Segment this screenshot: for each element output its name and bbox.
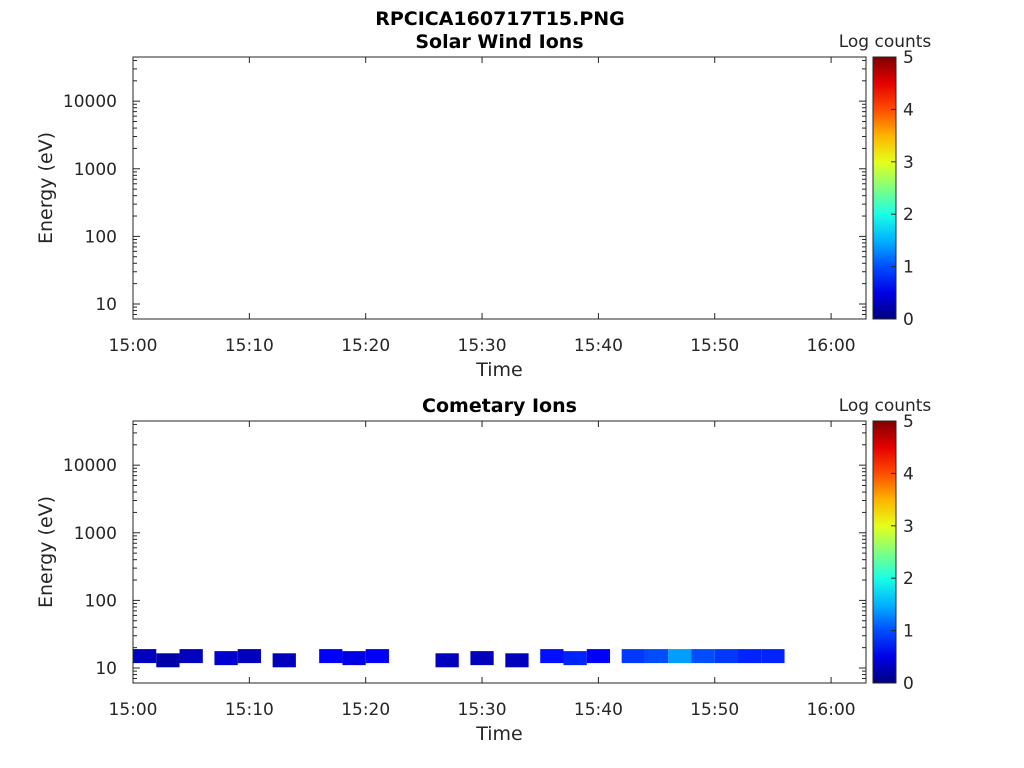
y-tick-label: 1000 [74, 160, 117, 180]
data-cell [342, 651, 366, 666]
panel-title: Solar Wind Ions [415, 31, 583, 53]
data-cell [563, 651, 587, 666]
data-cell [133, 649, 157, 664]
panel-title: Cometary Ions [422, 395, 577, 417]
colorbar-tick-label: 3 [903, 517, 914, 537]
data-cell [272, 653, 296, 668]
colorbar-tick-label: 5 [903, 48, 914, 68]
data-cell [540, 649, 564, 664]
panel-solar-wind-ions: Solar Wind Ions 15:00 15:10 15:20 15:30 15:40… [35, 31, 931, 381]
data-cell [365, 649, 389, 664]
x-tick-label: 15:00 [109, 700, 158, 720]
x-tick-label: 15:40 [574, 336, 623, 356]
data-cell [644, 649, 669, 664]
y-axis-label: Energy (eV) [35, 132, 57, 244]
x-axis-label: Time [475, 359, 523, 381]
x-tick-label: 16:00 [807, 336, 856, 356]
x-tick-label: 16:00 [807, 700, 856, 720]
x-tick-label: 15:20 [341, 700, 390, 720]
colorbar-tick-label: 1 [903, 622, 914, 642]
data-cell [586, 649, 611, 664]
colorbar-tick-label: 4 [903, 100, 914, 120]
x-tick-label: 15:30 [458, 700, 507, 720]
y-tick-label: 100 [85, 591, 117, 611]
colorbar-tick-label: 2 [903, 569, 914, 589]
data-cell [691, 649, 715, 664]
x-axis-label: Time [475, 723, 523, 745]
colorbar-tick-label: 0 [903, 310, 914, 330]
y-tick-label: 10 [95, 659, 117, 679]
data-cell [714, 649, 739, 664]
data-cell [214, 651, 238, 666]
x-tick-label: 15:20 [341, 336, 390, 356]
data-cell [435, 653, 459, 668]
plot-frame [132, 56, 867, 320]
data-cell [668, 649, 692, 664]
colorbar-tick-label: 1 [903, 258, 914, 278]
data-cell [470, 651, 494, 666]
colorbar-label: Log counts [839, 32, 932, 52]
x-tick-label: 15:50 [690, 336, 739, 356]
colorbar-tick-label: 3 [903, 153, 914, 173]
y-tick-label: 10 [95, 295, 117, 315]
data-cell [505, 653, 529, 668]
colorbar-tick-label: 0 [903, 674, 914, 694]
data-cell [179, 649, 203, 664]
data-cell [319, 649, 343, 664]
y-tick-label: 10000 [63, 456, 117, 476]
figure-title: RPCICA160717T15.PNG [375, 8, 625, 30]
x-tick-label: 15:10 [225, 700, 274, 720]
plot-frame [132, 420, 867, 684]
colorbar-tick-label: 2 [903, 205, 914, 225]
x-tick-label: 15:10 [225, 336, 274, 356]
y-tick-label: 1000 [74, 524, 117, 544]
data-cell [237, 649, 261, 664]
data-cell [156, 653, 180, 668]
y-tick-label: 100 [85, 227, 117, 247]
y-tick-label: 10000 [63, 92, 117, 112]
colorbar [872, 56, 897, 320]
colorbar-tick-label: 5 [903, 412, 914, 432]
colorbar-label: Log counts [839, 396, 932, 416]
x-tick-label: 15:30 [458, 336, 507, 356]
x-tick-label: 15:50 [690, 700, 739, 720]
data-cell [761, 649, 785, 664]
x-tick-label: 15:40 [574, 700, 623, 720]
data-cell [621, 649, 645, 664]
data-cell [738, 649, 762, 664]
y-axis-label: Energy (eV) [35, 496, 57, 608]
x-tick-label: 15:00 [109, 336, 158, 356]
colorbar-tick-label: 4 [903, 464, 914, 484]
colorbar [872, 420, 897, 684]
